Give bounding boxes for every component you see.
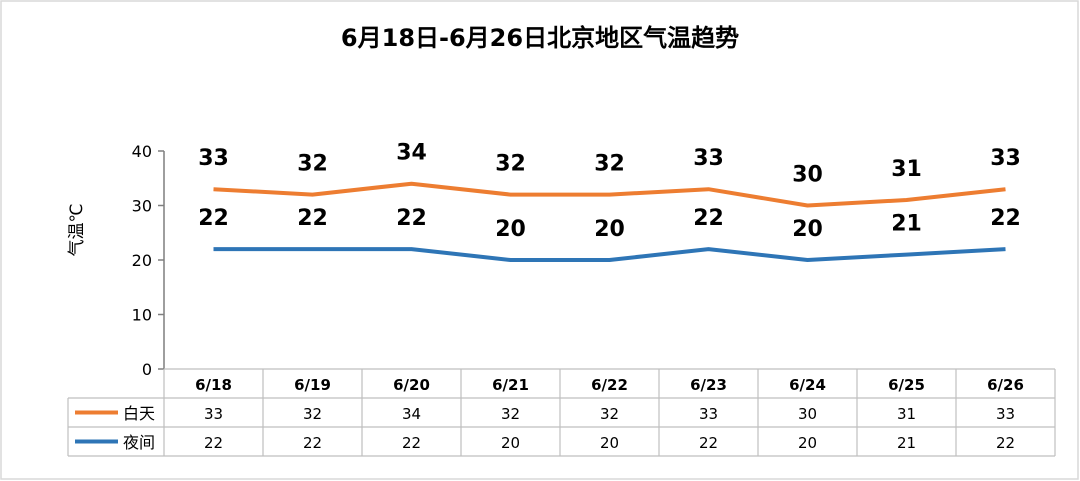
table-value: 22 [699, 434, 718, 452]
y-tick-label: 30 [132, 197, 152, 216]
y-tick-label: 40 [132, 142, 152, 161]
legend-label: 白天 [123, 404, 155, 423]
data-label: 32 [495, 152, 526, 177]
category-label: 6/22 [591, 376, 628, 394]
y-tick-label: 10 [132, 306, 152, 325]
table-value: 20 [501, 434, 520, 452]
data-label: 20 [594, 217, 625, 242]
data-label: 33 [693, 146, 724, 171]
series-line [213, 181, 1006, 208]
data-label: 34 [396, 141, 427, 166]
data-label: 22 [396, 206, 427, 231]
table-value: 34 [402, 405, 421, 423]
data-label: 32 [297, 152, 328, 177]
series-lines [213, 181, 1006, 262]
table-value: 22 [402, 434, 421, 452]
table-value: 30 [798, 405, 817, 423]
table-value: 22 [204, 434, 223, 452]
table-value: 32 [501, 405, 520, 423]
data-label: 31 [891, 157, 922, 182]
category-label: 6/21 [492, 376, 529, 394]
series-line [213, 247, 1006, 262]
data-label: 22 [990, 206, 1021, 231]
y-tick-label: 0 [142, 360, 152, 379]
table-value: 32 [600, 405, 619, 423]
table-value: 22 [303, 434, 322, 452]
legend-label: 夜间 [123, 433, 155, 452]
category-label: 6/18 [195, 376, 232, 394]
data-label: 20 [495, 217, 526, 242]
y-axis: 0 10 20 30 40 [132, 142, 165, 379]
category-label: 6/24 [789, 376, 826, 394]
data-label: 32 [594, 152, 625, 177]
data-label: 30 [792, 163, 823, 188]
category-label: 6/26 [987, 376, 1024, 394]
table-value: 33 [204, 405, 223, 423]
category-label: 6/19 [294, 376, 331, 394]
data-labels: 33 32 34 32 32 33 30 31 33 22 22 22 20 20 22 20 21 22 [198, 141, 1021, 242]
data-label: 22 [198, 206, 229, 231]
chart-title: 6月18日-6月26日北京地区气温趋势 [341, 24, 739, 52]
category-label: 6/20 [393, 376, 430, 394]
y-tick-label: 20 [132, 251, 152, 270]
category-label: 6/25 [888, 376, 925, 394]
data-label: 21 [891, 212, 922, 237]
table-value: 21 [897, 434, 916, 452]
data-table: 6/18 6/19 6/20 6/21 6/22 6/23 6/24 6/25 6/26 白天 33… [67, 368, 1056, 457]
table-value: 33 [699, 405, 718, 423]
data-label: 22 [693, 206, 724, 231]
data-label: 33 [198, 146, 229, 171]
table-value: 32 [303, 405, 322, 423]
table-value: 33 [996, 405, 1015, 423]
data-label: 20 [792, 217, 823, 242]
table-value: 22 [996, 434, 1015, 452]
data-label: 22 [297, 206, 328, 231]
table-value: 20 [600, 434, 619, 452]
data-label: 33 [990, 146, 1021, 171]
table-value: 20 [798, 434, 817, 452]
y-axis-label: 气温℃ [67, 203, 87, 256]
category-label: 6/23 [690, 376, 727, 394]
table-value: 31 [897, 405, 916, 423]
